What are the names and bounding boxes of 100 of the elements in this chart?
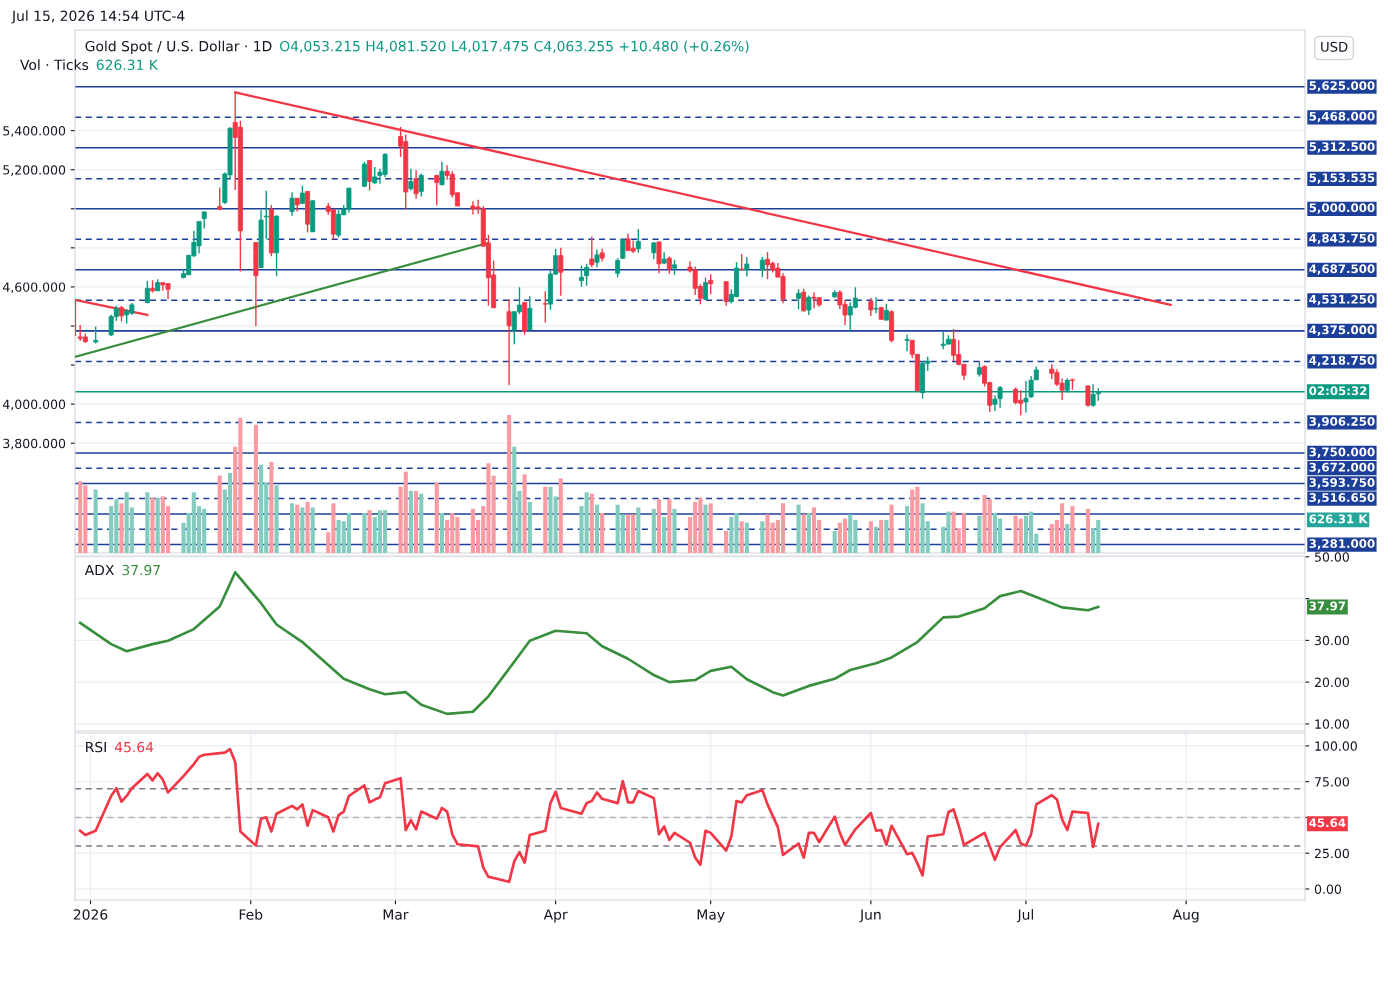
ref-line-label: 5,625.000: [1309, 81, 1375, 92]
candlestick: [413, 169, 419, 200]
candlestick: [408, 168, 414, 192]
bar: [703, 504, 708, 553]
candlestick: [434, 174, 440, 207]
ref-line-label: 3,906.250: [1309, 416, 1375, 428]
bar: [873, 526, 879, 553]
bar: [656, 499, 662, 553]
bar: [801, 514, 806, 553]
candlestick: [801, 288, 807, 313]
annotation: 45.64: [114, 741, 154, 753]
text: Gold Spot / U.S. Dollar · 1D: [85, 40, 272, 55]
y-tick-label: 30.00: [1314, 635, 1349, 646]
y-tick-label: 20.00: [1314, 677, 1349, 688]
x-tick-label: Feb: [239, 909, 263, 920]
bar: [832, 530, 837, 553]
bar: [651, 508, 656, 553]
bar: [305, 501, 310, 553]
bar: [842, 518, 848, 553]
bar: [145, 492, 150, 553]
text: 37.97: [1309, 601, 1346, 611]
y-tick-label: 4,000.000: [2, 399, 66, 411]
bar: [227, 472, 233, 553]
bar: [155, 497, 160, 553]
bar: [796, 504, 801, 553]
bar: [868, 521, 873, 553]
bar: [403, 471, 408, 553]
bar: [600, 512, 605, 553]
ref-line-label: 3,516.650: [1309, 493, 1375, 504]
ref-line-label: 4,843.750: [1309, 233, 1375, 245]
candlestick: [578, 264, 584, 288]
text: USD: [1321, 41, 1348, 52]
candlestick: [723, 280, 729, 307]
candlestick: [1085, 384, 1091, 408]
x-tick-label: May: [697, 909, 725, 923]
bar: [269, 461, 274, 553]
y-tick-label: 50.00: [1314, 552, 1349, 562]
candlestick: [542, 290, 548, 324]
annotation: 626.31 K: [96, 59, 159, 71]
y-tick-label: 25.00: [1314, 848, 1349, 859]
candlestick: [759, 256, 765, 278]
ref-line-label: 4,218.750: [1309, 355, 1375, 367]
text: ADX: [84, 564, 114, 576]
candlestick: [289, 191, 295, 217]
candlestick: [589, 235, 595, 269]
ref-line-label: 5,468.000: [1309, 111, 1375, 123]
bar: [662, 517, 667, 553]
bar: [362, 512, 367, 553]
bar: [636, 507, 641, 553]
x-tick-label: Jun: [859, 909, 881, 923]
bar: [258, 464, 264, 553]
candlestick: [656, 240, 662, 274]
bar: [910, 489, 915, 553]
text: 02:05:32: [1309, 386, 1367, 396]
bar: [667, 499, 672, 553]
candlestick: [615, 257, 621, 279]
bar: [589, 493, 594, 553]
bar: [848, 514, 853, 553]
y-tick-label: 10.00: [1315, 719, 1349, 729]
bar: [1070, 506, 1075, 553]
bar: [780, 503, 786, 553]
bar: [739, 521, 744, 553]
candlestick: [336, 209, 342, 239]
bar: [367, 510, 372, 553]
candlestick: [635, 228, 641, 254]
bar: [217, 475, 222, 553]
bar: [806, 512, 811, 553]
x-tick-label: Aug: [1172, 909, 1199, 923]
x-tick-label: Jul: [1016, 909, 1033, 923]
candlestick: [796, 288, 802, 311]
bar: [119, 503, 124, 553]
bar: [439, 512, 444, 553]
bar: [408, 490, 413, 553]
bar: [507, 415, 512, 553]
text: RSI: [86, 741, 106, 753]
bar: [811, 507, 817, 553]
candlestick: [558, 247, 564, 297]
bar: [419, 493, 424, 553]
bar: [253, 424, 258, 553]
x-tick-label: 2026: [73, 909, 108, 920]
chart-title: Vol · Ticks: [20, 59, 89, 71]
bar: [289, 503, 295, 553]
bar: [625, 514, 631, 553]
bar: [884, 519, 889, 553]
bar: [744, 522, 749, 553]
text: 45.64: [1309, 818, 1346, 828]
ref-line-label: 5,312.500: [1309, 142, 1375, 153]
bar: [594, 504, 600, 553]
candlestick: [263, 190, 269, 240]
bar: [558, 478, 563, 553]
text: Jul 15, 2026 14:54 UTC-4: [11, 10, 185, 24]
y-tick-label: 4,600.000: [2, 282, 66, 294]
bar: [672, 508, 677, 553]
bar: [543, 486, 548, 553]
ref-line-label: 3,593.750: [1309, 477, 1375, 489]
candlestick: [806, 294, 812, 316]
bar: [346, 512, 351, 553]
text: O4,053.215 H4,081.520 L4,017.475 C4,063.255 +10.480 (+0.26%): [280, 40, 749, 54]
candlestick: [361, 161, 367, 188]
ref-line-label: 5,000.000: [1309, 203, 1375, 214]
